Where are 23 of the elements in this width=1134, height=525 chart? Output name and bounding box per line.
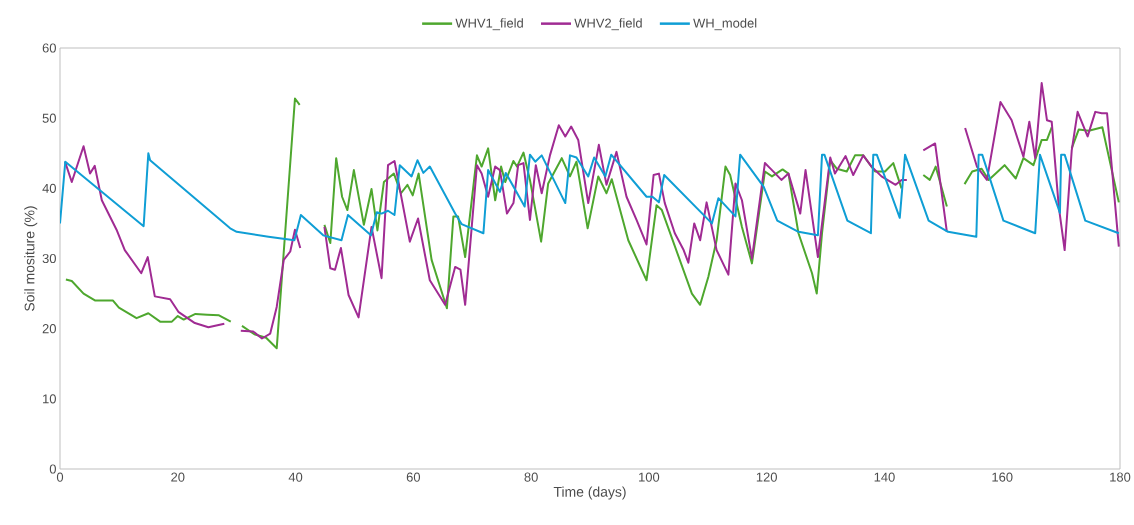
x-tick-label: 80 bbox=[524, 472, 538, 482]
y-tick-label: 10 bbox=[43, 394, 56, 404]
legend-label: WHV2_field bbox=[574, 18, 642, 31]
y-tick-label: 60 bbox=[42, 43, 56, 53]
x-tick-label: 20 bbox=[171, 472, 185, 482]
line-series bbox=[60, 152, 1120, 242]
y-tick-label: 0 bbox=[49, 464, 56, 474]
x-tick-label: 160 bbox=[992, 472, 1013, 482]
x-tick-label: 0 bbox=[56, 472, 64, 482]
legend-label: WH_model bbox=[693, 18, 757, 31]
x-tick-label: 140 bbox=[874, 472, 895, 482]
y-axis-title: Soil mositure (%) bbox=[24, 206, 38, 311]
x-axis-title: Time (days) bbox=[553, 486, 626, 500]
x-tick-label: 60 bbox=[406, 472, 421, 482]
x-tick-label: 180 bbox=[1110, 472, 1131, 482]
x-tick-label: 40 bbox=[288, 472, 303, 482]
x-tick-label: 100 bbox=[639, 472, 660, 482]
y-tick-label: 40 bbox=[42, 183, 56, 193]
x-tick-label: 120 bbox=[756, 472, 777, 482]
y-tick-label: 50 bbox=[42, 113, 56, 123]
legend-label: WHV1_field bbox=[455, 18, 523, 31]
y-tick-label: 20 bbox=[42, 324, 56, 334]
y-tick-label: 30 bbox=[42, 253, 56, 264]
